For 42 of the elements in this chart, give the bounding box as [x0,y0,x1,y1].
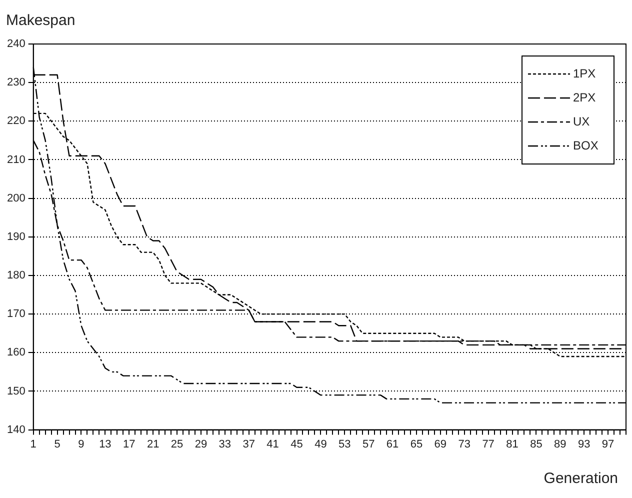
y-tick-label: 160 [6,346,26,359]
x-tick-label: 81 [506,438,518,450]
y-tick-label: 140 [6,424,26,436]
x-tick-label: 49 [314,438,327,450]
legend-label: 2PX [573,90,596,104]
x-tick-label: 17 [123,438,136,450]
x-tick-label: 57 [362,438,375,450]
x-tick-label: 53 [338,438,351,450]
x-tick-label: 85 [530,438,542,450]
x-tick-label: 9 [78,438,84,450]
x-tick-label: 13 [99,438,112,450]
x-tick-label: 73 [458,438,470,450]
legend-label: BOX [573,138,598,152]
y-tick-label: 190 [6,230,26,243]
legend-label: UX [573,114,590,128]
x-tick-label: 37 [242,438,255,450]
x-tick-label: 97 [602,438,614,450]
x-axis-title: Generation [544,470,618,487]
x-tick-label: 1 [30,438,36,450]
x-tick-label: 69 [434,438,447,450]
x-tick-label: 21 [146,438,160,450]
y-tick-label: 150 [6,385,26,398]
x-tick-label: 33 [218,438,232,450]
x-tick-label: 25 [170,438,184,450]
y-axis-title: Makespan [6,12,76,29]
x-tick-label: 45 [290,438,303,450]
x-tick-label: 29 [194,438,208,450]
x-tick-label: 61 [386,438,399,450]
legend-label: 1PX [573,66,596,80]
y-tick-label: 180 [6,270,26,282]
x-tick-label: 5 [54,438,60,450]
x-tick-label: 65 [410,438,423,450]
x-tick-label: 89 [554,438,566,450]
y-tick-label: 210 [6,154,26,166]
y-tick-label: 230 [6,76,26,89]
x-tick-label: 93 [578,438,590,450]
y-tick-label: 170 [6,308,26,320]
x-tick-label: 77 [482,438,494,450]
y-tick-label: 220 [6,115,26,128]
y-tick-label: 240 [6,38,26,50]
x-tick-label: 41 [266,438,279,450]
y-tick-label: 200 [6,192,26,204]
